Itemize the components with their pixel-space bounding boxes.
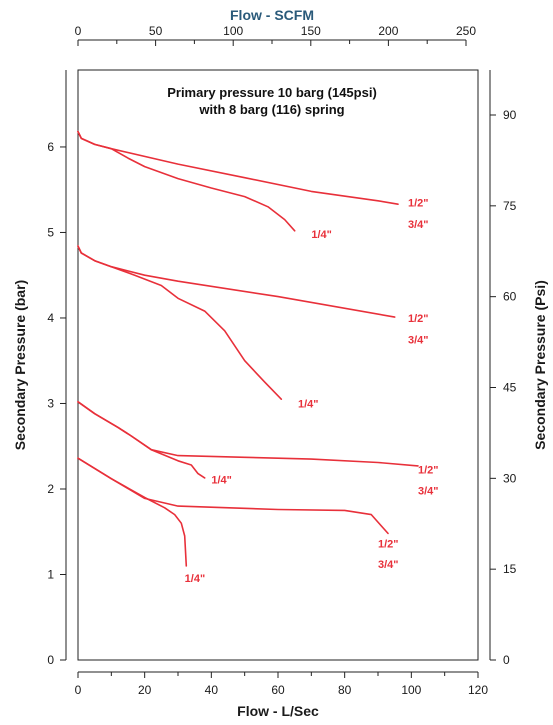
line-label-10: 1/2" xyxy=(378,539,399,551)
top-tick-label: 0 xyxy=(75,24,82,38)
series-line-3 xyxy=(77,245,396,318)
plot-frame xyxy=(77,69,479,661)
left-axis-title: Secondary Pressure (bar) xyxy=(12,280,28,450)
line-label-7: 1/2" xyxy=(418,464,439,476)
series-line-1 xyxy=(77,130,399,205)
bottom-axis-title: Flow - L/Sec xyxy=(237,703,319,719)
top-axis-title: Flow - SCFM xyxy=(230,7,314,23)
series-line-7 xyxy=(77,457,389,535)
top-tick-label: 200 xyxy=(378,24,398,38)
series-line-4 xyxy=(77,245,283,400)
right-tick-label: 0 xyxy=(503,653,510,667)
line-label-1: 1/2" xyxy=(408,198,429,210)
right-tick-label: 75 xyxy=(503,199,517,213)
line-label-6: 1/4" xyxy=(298,398,319,410)
line-label-3: 1/4" xyxy=(311,229,332,241)
right-tick-label: 15 xyxy=(503,562,517,576)
bottom-tick-label: 0 xyxy=(75,683,82,697)
line-label-5: 3/4" xyxy=(408,334,429,346)
line-label-4: 1/2" xyxy=(408,313,429,325)
series-line-2 xyxy=(77,130,296,232)
bottom-tick-label: 100 xyxy=(401,683,421,697)
right-tick-label: 45 xyxy=(503,381,517,395)
line-label-2: 3/4" xyxy=(408,219,429,231)
left-tick-label: 0 xyxy=(47,653,54,667)
line-label-12: 1/4" xyxy=(185,573,206,585)
right-axis-title: Secondary Pressure (Psi) xyxy=(532,280,548,450)
right-tick-label: 30 xyxy=(503,471,517,485)
bottom-tick-label: 120 xyxy=(468,683,488,697)
left-tick-label: 4 xyxy=(47,311,54,325)
annotation-line-2: with 8 barg (116) spring xyxy=(198,102,344,117)
left-tick-label: 2 xyxy=(47,482,54,496)
series-line-8 xyxy=(77,457,188,567)
top-tick-label: 100 xyxy=(223,24,243,38)
bottom-tick-label: 60 xyxy=(271,683,285,697)
right-tick-label: 90 xyxy=(503,108,517,122)
line-label-8: 3/4" xyxy=(418,486,439,498)
line-label-11: 3/4" xyxy=(378,559,399,571)
bottom-tick-label: 80 xyxy=(338,683,352,697)
left-tick-label: 5 xyxy=(47,225,54,239)
right-tick-label: 60 xyxy=(503,290,517,304)
annotation-line-1: Primary pressure 10 barg (145psi) xyxy=(167,85,377,100)
top-tick-label: 50 xyxy=(149,24,163,38)
left-tick-label: 6 xyxy=(47,140,54,154)
bottom-tick-label: 40 xyxy=(205,683,219,697)
top-tick-label: 150 xyxy=(301,24,321,38)
line-label-9: 1/4" xyxy=(211,475,232,487)
left-tick-label: 1 xyxy=(47,567,54,581)
bottom-tick-label: 20 xyxy=(138,683,152,697)
top-tick-label: 250 xyxy=(456,24,476,38)
series-line-6 xyxy=(77,401,206,479)
left-tick-label: 3 xyxy=(47,396,54,410)
